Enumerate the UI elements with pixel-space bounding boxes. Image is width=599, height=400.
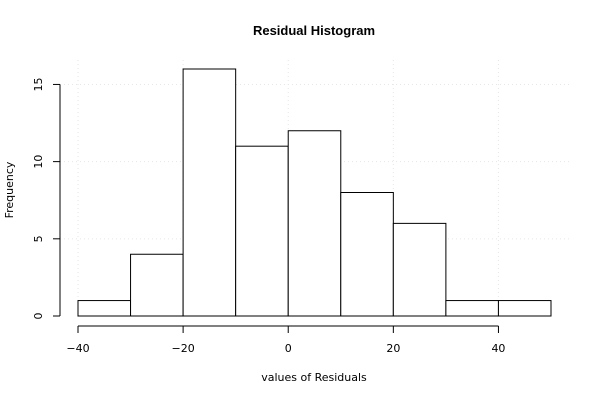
y-tick-label-2: 10 <box>32 155 45 169</box>
histogram-bar-8 <box>497 300 552 317</box>
histogram-bar-6 <box>392 222 447 317</box>
x-tick-label-1: −20 <box>172 342 195 355</box>
histogram-bar-2 <box>182 68 237 317</box>
y-tick-label-3: 15 <box>32 77 45 91</box>
x-tick-label-2: 0 <box>285 342 292 355</box>
y-tick-label-1: 5 <box>32 235 45 242</box>
histogram-bar-3 <box>235 145 289 317</box>
y-tick-label-0: 0 <box>32 313 45 320</box>
x-tick-label-0: −40 <box>66 342 89 355</box>
y-axis-label: Frequency <box>3 161 16 218</box>
x-axis: −40 −20 0 20 40 <box>66 325 505 355</box>
histogram-bar-1 <box>130 253 184 317</box>
chart-title: Residual Histogram <box>253 23 375 38</box>
bars-layer <box>77 68 552 317</box>
y-axis: 0 5 10 15 <box>32 77 61 320</box>
histogram-bar-0 <box>77 300 132 317</box>
histogram-bar-5 <box>340 192 394 317</box>
x-tick-label-4: 40 <box>491 342 505 355</box>
histogram-bar-7 <box>445 300 499 317</box>
histogram-bar-4 <box>287 130 342 317</box>
x-axis-label: values of Residuals <box>261 371 367 384</box>
x-tick-label-3: 20 <box>386 342 400 355</box>
